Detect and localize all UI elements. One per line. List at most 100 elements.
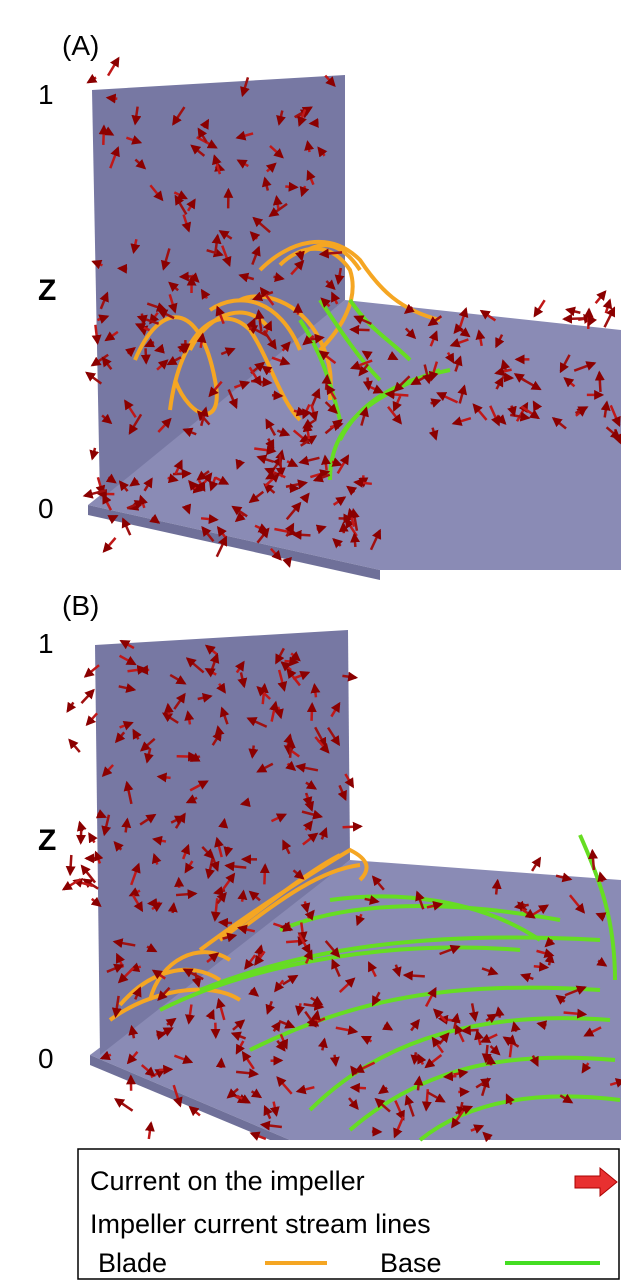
current-arrow — [219, 706, 230, 725]
current-arrow — [502, 372, 515, 383]
current-arrow — [201, 526, 215, 543]
current-arrow — [427, 315, 443, 327]
current-arrow — [254, 445, 277, 456]
current-arrow — [121, 517, 132, 536]
current-arrow — [312, 472, 331, 483]
current-arrow — [269, 1101, 280, 1117]
current-arrow — [326, 726, 340, 747]
current-arrow — [326, 384, 337, 401]
current-arrow — [338, 977, 356, 993]
current-arrow — [144, 747, 154, 764]
current-arrow — [176, 751, 199, 762]
current-arrow — [237, 672, 248, 689]
current-arrow — [76, 820, 87, 832]
current-arrow — [244, 954, 257, 970]
current-arrow — [367, 961, 378, 978]
current-arrow — [583, 307, 594, 330]
current-arrow — [234, 511, 246, 523]
current-arrow — [235, 458, 245, 470]
current-arrow — [215, 535, 228, 558]
current-arrow — [181, 214, 192, 233]
current-arrow — [602, 298, 613, 314]
current-arrow — [355, 913, 366, 927]
current-arrow — [101, 356, 113, 371]
current-arrow — [481, 1044, 492, 1064]
current-arrow — [217, 917, 233, 928]
panel-label: (B) — [62, 590, 99, 621]
current-arrow — [371, 991, 382, 1007]
current-arrow — [128, 887, 141, 897]
current-arrow — [156, 1030, 167, 1041]
current-arrow — [158, 1064, 174, 1075]
current-arrow — [271, 390, 284, 401]
current-arrow — [252, 216, 271, 234]
current-arrow — [415, 890, 425, 910]
current-arrow — [95, 809, 108, 819]
current-arrow — [298, 455, 320, 466]
current-arrow — [248, 745, 259, 759]
current-arrow — [521, 908, 536, 919]
current-arrow — [342, 671, 359, 682]
current-arrow — [349, 359, 373, 370]
current-arrow — [143, 477, 153, 492]
current-arrow — [109, 146, 120, 169]
current-arrow — [234, 660, 245, 674]
current-arrow — [452, 355, 463, 372]
axis-label: Z — [38, 824, 56, 857]
current-arrow — [424, 1054, 443, 1069]
current-arrow — [458, 307, 469, 328]
current-arrow — [237, 924, 256, 935]
current-arrow — [182, 427, 197, 438]
current-arrow — [200, 514, 219, 525]
current-arrow — [174, 194, 188, 216]
current-arrow — [451, 1110, 465, 1129]
current-arrow — [286, 457, 299, 468]
current-arrow — [450, 1012, 461, 1029]
current-arrow — [361, 350, 373, 361]
current-arrow — [392, 395, 402, 412]
current-arrow — [348, 1097, 359, 1111]
current-arrow — [180, 843, 191, 860]
current-arrow — [310, 333, 325, 344]
current-arrow — [271, 356, 291, 366]
current-arrow — [563, 1008, 588, 1019]
legend-blade: Blade — [98, 1248, 167, 1278]
current-arrow — [276, 110, 286, 126]
current-arrow — [507, 405, 517, 417]
current-arrow — [609, 404, 621, 428]
current-arrow — [269, 145, 284, 159]
current-arrow — [188, 1105, 201, 1117]
current-arrow — [318, 1037, 328, 1051]
current-arrow — [302, 820, 313, 832]
current-arrow — [536, 1020, 548, 1031]
current-arrow — [124, 399, 137, 419]
current-arrow — [451, 416, 472, 426]
current-arrow — [529, 1054, 539, 1067]
current-arrow — [199, 118, 210, 130]
current-arrow — [265, 470, 277, 480]
current-arrow — [324, 940, 341, 958]
current-arrow — [299, 492, 310, 504]
current-arrow — [481, 966, 499, 976]
current-arrow — [494, 376, 504, 390]
current-arrow — [282, 556, 292, 568]
current-arrow — [129, 476, 141, 487]
current-arrow — [119, 639, 135, 650]
legend-base: Base — [380, 1248, 442, 1278]
current-arrow — [140, 348, 151, 365]
current-arrow — [494, 366, 512, 377]
current-arrow — [453, 1068, 469, 1079]
current-arrow — [562, 313, 585, 324]
current-arrow — [600, 400, 611, 418]
current-arrow — [256, 762, 274, 773]
current-arrow — [555, 872, 573, 883]
current-arrow — [197, 127, 208, 143]
current-arrow — [130, 862, 141, 886]
current-arrow — [90, 896, 102, 908]
current-arrow — [295, 250, 305, 262]
current-arrow — [240, 76, 250, 98]
current-arrow — [409, 1018, 420, 1032]
current-arrow — [196, 479, 206, 493]
current-arrow — [338, 521, 349, 534]
legend-stream-lines: Impeller current stream lines — [90, 1209, 431, 1239]
